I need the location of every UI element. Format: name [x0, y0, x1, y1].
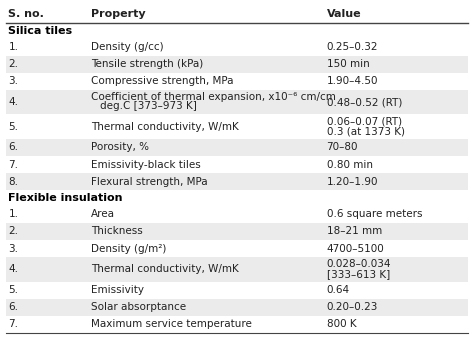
Text: 0.06–0.07 (RT): 0.06–0.07 (RT) — [327, 116, 401, 126]
Text: 3.: 3. — [9, 76, 18, 86]
Text: Flexible insulation: Flexible insulation — [9, 193, 123, 203]
Text: Porosity, %: Porosity, % — [91, 143, 149, 152]
Text: 0.6 square meters: 0.6 square meters — [327, 209, 422, 219]
Text: Tensile strength (kPa): Tensile strength (kPa) — [91, 59, 203, 69]
Bar — [6, 39, 468, 56]
Text: Emissivity: Emissivity — [91, 285, 144, 295]
Text: Compressive strength, MPa: Compressive strength, MPa — [91, 76, 233, 86]
Text: 5.: 5. — [9, 122, 18, 132]
Bar — [6, 139, 468, 156]
Text: Flexural strength, MPa: Flexural strength, MPa — [91, 177, 208, 187]
Text: 4700–5100: 4700–5100 — [327, 243, 384, 253]
Text: Thickness: Thickness — [91, 226, 143, 236]
Text: 6.: 6. — [9, 143, 18, 152]
Text: 0.20–0.23: 0.20–0.23 — [327, 302, 378, 312]
Text: 1.90–4.50: 1.90–4.50 — [327, 76, 378, 86]
Text: Solar absorptance: Solar absorptance — [91, 302, 186, 312]
Text: 7.: 7. — [9, 160, 18, 169]
Text: 5.: 5. — [9, 285, 18, 295]
Text: Value: Value — [327, 9, 361, 19]
Text: Density (g/cc): Density (g/cc) — [91, 42, 164, 52]
Text: 3.: 3. — [9, 243, 18, 253]
Text: 0.028–0.034: 0.028–0.034 — [327, 259, 391, 269]
Bar — [6, 56, 468, 73]
Text: 18–21 mm: 18–21 mm — [327, 226, 382, 236]
Text: 800 K: 800 K — [327, 319, 356, 329]
Text: Density (g/m²): Density (g/m²) — [91, 243, 166, 253]
Bar — [6, 240, 468, 257]
Text: 2.: 2. — [9, 59, 18, 69]
Bar — [6, 156, 468, 173]
Text: 0.80 min: 0.80 min — [327, 160, 373, 169]
Text: 150 min: 150 min — [327, 59, 369, 69]
Text: 7.: 7. — [9, 319, 18, 329]
Text: 0.48–0.52 (RT): 0.48–0.52 (RT) — [327, 97, 402, 107]
Bar — [6, 114, 468, 139]
Text: 1.: 1. — [9, 209, 18, 219]
Text: 1.20–1.90: 1.20–1.90 — [327, 177, 378, 187]
Text: Area: Area — [91, 209, 115, 219]
Text: 70–80: 70–80 — [327, 143, 358, 152]
Text: deg.C [373–973 K]: deg.C [373–973 K] — [100, 102, 197, 112]
Text: 0.64: 0.64 — [327, 285, 350, 295]
Text: Thermal conductivity, W/mK: Thermal conductivity, W/mK — [91, 264, 239, 275]
Text: Emissivity-black tiles: Emissivity-black tiles — [91, 160, 201, 169]
Bar — [6, 206, 468, 223]
Text: Thermal conductivity, W/mK: Thermal conductivity, W/mK — [91, 122, 239, 132]
Text: Coefficient of thermal expansion, x10⁻⁶ cm/cm: Coefficient of thermal expansion, x10⁻⁶ … — [91, 92, 336, 102]
Bar — [6, 223, 468, 240]
Text: 0.3 (at 1373 K): 0.3 (at 1373 K) — [327, 126, 404, 136]
Bar — [6, 173, 468, 190]
Bar — [6, 257, 468, 282]
Text: 4.: 4. — [9, 97, 18, 107]
Bar — [6, 299, 468, 316]
Text: Silica tiles: Silica tiles — [9, 26, 73, 36]
Text: 8.: 8. — [9, 177, 18, 187]
Text: [333–613 K]: [333–613 K] — [327, 269, 390, 279]
Bar — [6, 73, 468, 90]
Text: 6.: 6. — [9, 302, 18, 312]
Text: Property: Property — [91, 9, 146, 19]
Text: 0.25–0.32: 0.25–0.32 — [327, 42, 378, 52]
Text: S. no.: S. no. — [9, 9, 45, 19]
Text: 2.: 2. — [9, 226, 18, 236]
Bar — [6, 90, 468, 114]
Text: Maximum service temperature: Maximum service temperature — [91, 319, 252, 329]
Text: 4.: 4. — [9, 264, 18, 275]
Bar — [6, 316, 468, 333]
Bar — [6, 282, 468, 299]
Text: 1.: 1. — [9, 42, 18, 52]
